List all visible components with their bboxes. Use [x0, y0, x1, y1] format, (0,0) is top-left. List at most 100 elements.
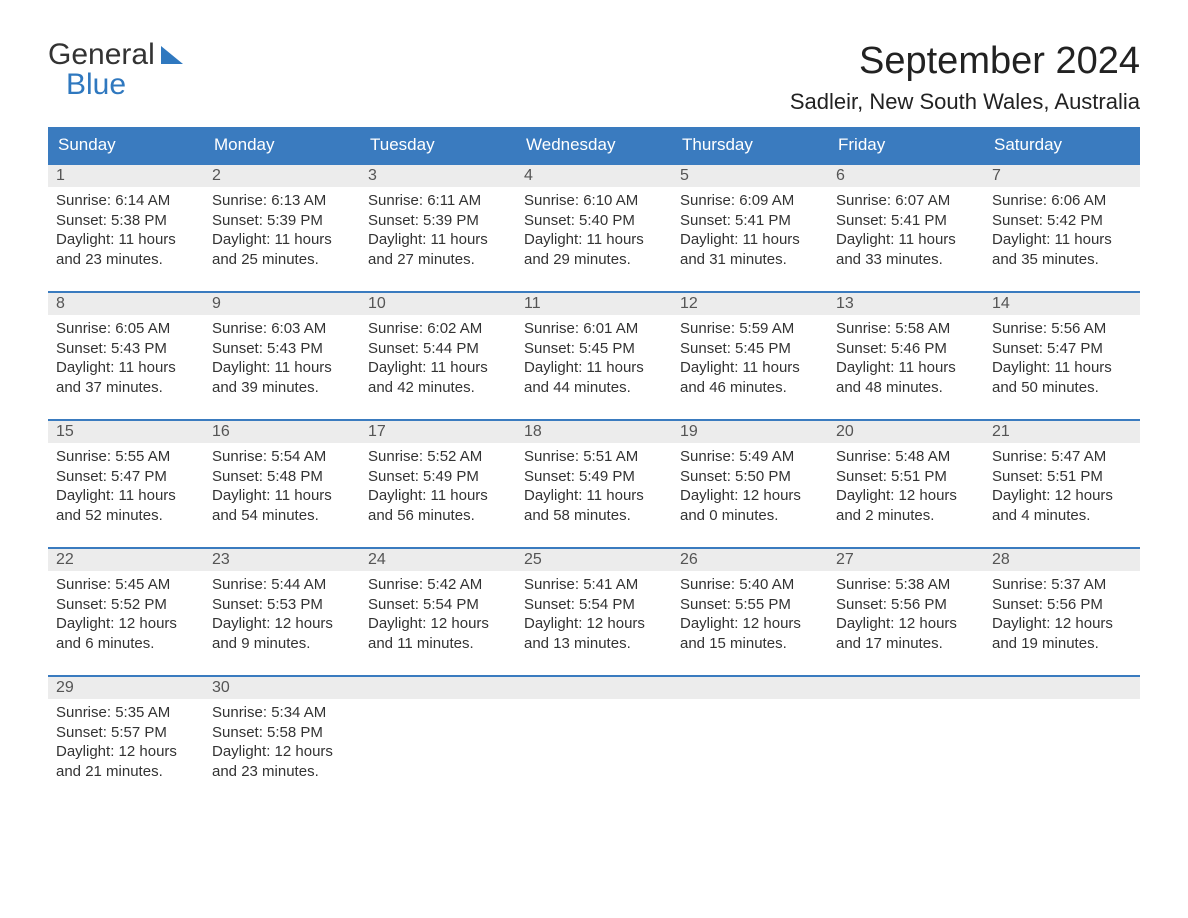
day-sunset: Sunset: 5:47 PM [56, 467, 196, 487]
day-dl2: and 11 minutes. [368, 634, 508, 654]
day-sunset: Sunset: 5:56 PM [836, 595, 976, 615]
day-cell: 24Sunrise: 5:42 AMSunset: 5:54 PMDayligh… [360, 547, 516, 661]
day-cell: 2Sunrise: 6:13 AMSunset: 5:39 PMDaylight… [204, 163, 360, 277]
day-cell: 1Sunrise: 6:14 AMSunset: 5:38 PMDaylight… [48, 163, 204, 277]
day-dl1: Daylight: 12 hours [992, 614, 1132, 634]
day-cell: 9Sunrise: 6:03 AMSunset: 5:43 PMDaylight… [204, 291, 360, 405]
day-number: 4 [516, 163, 672, 187]
day-body: Sunrise: 5:55 AMSunset: 5:47 PMDaylight:… [48, 443, 204, 533]
day-dl2: and 0 minutes. [680, 506, 820, 526]
day-cell: 17Sunrise: 5:52 AMSunset: 5:49 PMDayligh… [360, 419, 516, 533]
day-cell: . [828, 675, 984, 789]
day-dl2: and 25 minutes. [212, 250, 352, 270]
day-number: 3 [360, 163, 516, 187]
day-sunset: Sunset: 5:49 PM [368, 467, 508, 487]
logo: General Blue [48, 40, 183, 100]
day-dl1: Daylight: 12 hours [680, 486, 820, 506]
day-dl2: and 42 minutes. [368, 378, 508, 398]
day-dl1: Daylight: 11 hours [212, 486, 352, 506]
day-sunset: Sunset: 5:38 PM [56, 211, 196, 231]
day-sunset: Sunset: 5:54 PM [368, 595, 508, 615]
day-cell: . [516, 675, 672, 789]
day-body: Sunrise: 5:58 AMSunset: 5:46 PMDaylight:… [828, 315, 984, 405]
day-sunrise: Sunrise: 5:38 AM [836, 575, 976, 595]
week-row: 29Sunrise: 5:35 AMSunset: 5:57 PMDayligh… [48, 675, 1140, 789]
day-number: 21 [984, 419, 1140, 443]
header: General Blue September 2024 Sadleir, New… [48, 40, 1140, 115]
day-dl2: and 23 minutes. [56, 250, 196, 270]
day-dl2: and 58 minutes. [524, 506, 664, 526]
day-dl1: Daylight: 12 hours [836, 486, 976, 506]
day-sunrise: Sunrise: 6:13 AM [212, 191, 352, 211]
day-body: Sunrise: 6:03 AMSunset: 5:43 PMDaylight:… [204, 315, 360, 405]
day-number: . [984, 675, 1140, 699]
weeks-container: 1Sunrise: 6:14 AMSunset: 5:38 PMDaylight… [48, 163, 1140, 789]
day-body: Sunrise: 6:06 AMSunset: 5:42 PMDaylight:… [984, 187, 1140, 277]
day-dl1: Daylight: 12 hours [524, 614, 664, 634]
day-sunrise: Sunrise: 6:10 AM [524, 191, 664, 211]
day-number: 6 [828, 163, 984, 187]
day-body: Sunrise: 5:45 AMSunset: 5:52 PMDaylight:… [48, 571, 204, 661]
day-dl1: Daylight: 12 hours [56, 742, 196, 762]
day-cell: 14Sunrise: 5:56 AMSunset: 5:47 PMDayligh… [984, 291, 1140, 405]
day-sunset: Sunset: 5:58 PM [212, 723, 352, 743]
day-sunrise: Sunrise: 5:54 AM [212, 447, 352, 467]
day-sunset: Sunset: 5:56 PM [992, 595, 1132, 615]
day-sunset: Sunset: 5:53 PM [212, 595, 352, 615]
day-cell: 4Sunrise: 6:10 AMSunset: 5:40 PMDaylight… [516, 163, 672, 277]
day-sunset: Sunset: 5:45 PM [524, 339, 664, 359]
day-sunrise: Sunrise: 5:35 AM [56, 703, 196, 723]
day-body: Sunrise: 5:59 AMSunset: 5:45 PMDaylight:… [672, 315, 828, 405]
day-dl2: and 33 minutes. [836, 250, 976, 270]
day-sunset: Sunset: 5:39 PM [368, 211, 508, 231]
day-dl2: and 15 minutes. [680, 634, 820, 654]
day-dl1: Daylight: 12 hours [836, 614, 976, 634]
day-sunrise: Sunrise: 6:11 AM [368, 191, 508, 211]
day-cell: 19Sunrise: 5:49 AMSunset: 5:50 PMDayligh… [672, 419, 828, 533]
day-body: Sunrise: 6:05 AMSunset: 5:43 PMDaylight:… [48, 315, 204, 405]
day-number: 17 [360, 419, 516, 443]
day-sunset: Sunset: 5:51 PM [992, 467, 1132, 487]
day-dl1: Daylight: 11 hours [680, 230, 820, 250]
day-dl1: Daylight: 12 hours [368, 614, 508, 634]
day-dl1: Daylight: 11 hours [368, 358, 508, 378]
dow-thursday: Thursday [672, 127, 828, 163]
day-cell: 6Sunrise: 6:07 AMSunset: 5:41 PMDaylight… [828, 163, 984, 277]
day-dl1: Daylight: 11 hours [368, 230, 508, 250]
week-row: 15Sunrise: 5:55 AMSunset: 5:47 PMDayligh… [48, 419, 1140, 533]
day-sunset: Sunset: 5:50 PM [680, 467, 820, 487]
day-sunrise: Sunrise: 6:07 AM [836, 191, 976, 211]
day-cell: 13Sunrise: 5:58 AMSunset: 5:46 PMDayligh… [828, 291, 984, 405]
day-sunrise: Sunrise: 5:44 AM [212, 575, 352, 595]
day-cell: 22Sunrise: 5:45 AMSunset: 5:52 PMDayligh… [48, 547, 204, 661]
day-cell: 3 Sunrise: 6:11 AMSunset: 5:39 PMDaylight… [360, 163, 516, 277]
day-cell: 28Sunrise: 5:37 AMSunset: 5:56 PMDayligh… [984, 547, 1140, 661]
day-body: Sunrise: 5:49 AMSunset: 5:50 PMDaylight:… [672, 443, 828, 533]
day-cell: 18Sunrise: 5:51 AMSunset: 5:49 PMDayligh… [516, 419, 672, 533]
day-dl2: and 37 minutes. [56, 378, 196, 398]
day-cell: 10Sunrise: 6:02 AMSunset: 5:44 PMDayligh… [360, 291, 516, 405]
day-dl2: and 52 minutes. [56, 506, 196, 526]
day-number: 19 [672, 419, 828, 443]
day-body: Sunrise: 5:48 AMSunset: 5:51 PMDaylight:… [828, 443, 984, 533]
day-number: 15 [48, 419, 204, 443]
days-of-week-header: Sunday Monday Tuesday Wednesday Thursday… [48, 127, 1140, 163]
day-number: 11 [516, 291, 672, 315]
day-body: Sunrise: 5:51 AMSunset: 5:49 PMDaylight:… [516, 443, 672, 533]
day-body: Sunrise: 6:10 AMSunset: 5:40 PMDaylight:… [516, 187, 672, 277]
day-sunset: Sunset: 5:41 PM [836, 211, 976, 231]
day-sunrise: Sunrise: 6:09 AM [680, 191, 820, 211]
day-number: 2 [204, 163, 360, 187]
day-cell: 12Sunrise: 5:59 AMSunset: 5:45 PMDayligh… [672, 291, 828, 405]
week-row: 8Sunrise: 6:05 AMSunset: 5:43 PMDaylight… [48, 291, 1140, 405]
day-sunrise: Sunrise: 5:51 AM [524, 447, 664, 467]
day-sunrise: Sunrise: 5:37 AM [992, 575, 1132, 595]
day-body: Sunrise: 6:13 AMSunset: 5:39 PMDaylight:… [204, 187, 360, 277]
day-body: Sunrise: 6:07 AMSunset: 5:41 PMDaylight:… [828, 187, 984, 277]
day-dl2: and 50 minutes. [992, 378, 1132, 398]
day-dl1: Daylight: 11 hours [524, 486, 664, 506]
day-cell: 7Sunrise: 6:06 AMSunset: 5:42 PMDaylight… [984, 163, 1140, 277]
day-dl2: and 17 minutes. [836, 634, 976, 654]
day-sunrise: Sunrise: 5:48 AM [836, 447, 976, 467]
day-body: Sunrise: 5:34 AMSunset: 5:58 PMDaylight:… [204, 699, 360, 789]
